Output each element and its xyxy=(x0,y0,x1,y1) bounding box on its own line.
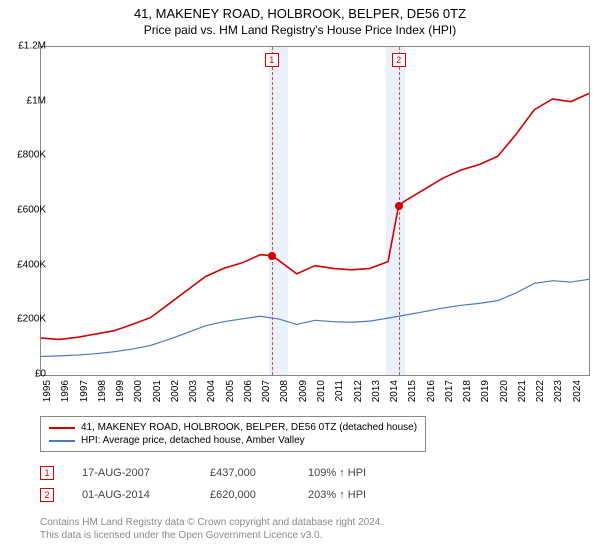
sales-table: 1 17-AUG-2007 £437,000 109% ↑ HPI 2 01-AUG-20… xyxy=(40,462,398,506)
sales-row: 1 17-AUG-2007 £437,000 109% ↑ HPI xyxy=(40,462,398,484)
x-axis-label: 2020 xyxy=(499,380,510,410)
x-axis-label: 2000 xyxy=(133,380,144,410)
page-subtitle: Price paid vs. HM Land Registry's House … xyxy=(0,21,600,37)
x-axis-label: 2002 xyxy=(170,380,181,410)
chart-plot-area: 12 xyxy=(40,46,590,376)
legend-label: HPI: Average price, detached house, Ambe… xyxy=(81,435,305,446)
x-axis-label: 2008 xyxy=(279,380,290,410)
x-axis-label: 2007 xyxy=(261,380,272,410)
x-axis-label: 2009 xyxy=(298,380,309,410)
x-axis-label: 2022 xyxy=(535,380,546,410)
legend-row: 41, MAKENEY ROAD, HOLBROOK, BELPER, DE56… xyxy=(49,421,417,434)
legend-swatch xyxy=(49,440,75,442)
x-axis-label: 1999 xyxy=(115,380,126,410)
footer-line-1: Contains HM Land Registry data © Crown c… xyxy=(40,516,383,529)
sales-row-marker: 2 xyxy=(40,488,54,502)
sales-row-date: 17-AUG-2007 xyxy=(82,467,182,479)
sale-dot xyxy=(395,202,403,210)
x-axis-label: 1996 xyxy=(60,380,71,410)
legend-label: 41, MAKENEY ROAD, HOLBROOK, BELPER, DE56… xyxy=(81,422,417,433)
x-axis-label: 2015 xyxy=(407,380,418,410)
x-axis-label: 2024 xyxy=(572,380,583,410)
footer-text: Contains HM Land Registry data © Crown c… xyxy=(40,516,383,542)
y-axis-label: £600K xyxy=(6,205,46,216)
x-axis-label: 2019 xyxy=(480,380,491,410)
sales-row-price: £620,000 xyxy=(210,489,280,501)
sale-marker-box: 1 xyxy=(265,53,279,67)
y-axis-label: £400K xyxy=(6,259,46,270)
y-axis-label: £1M xyxy=(6,95,46,106)
legend-swatch xyxy=(49,427,75,429)
x-axis-label: 1998 xyxy=(97,380,108,410)
page-title: 41, MAKENEY ROAD, HOLBROOK, BELPER, DE56… xyxy=(0,0,600,21)
x-axis-label: 2006 xyxy=(243,380,254,410)
x-axis-label: 2001 xyxy=(152,380,163,410)
sale-dot xyxy=(268,252,276,260)
chart-legend: 41, MAKENEY ROAD, HOLBROOK, BELPER, DE56… xyxy=(40,416,426,452)
x-axis-label: 2021 xyxy=(517,380,528,410)
marker-vline xyxy=(272,47,273,375)
sales-row: 2 01-AUG-2014 £620,000 203% ↑ HPI xyxy=(40,484,398,506)
sales-row-hpi: 109% ↑ HPI xyxy=(308,467,398,479)
x-axis-label: 1995 xyxy=(42,380,53,410)
sales-row-marker: 1 xyxy=(40,466,54,480)
series-property xyxy=(41,93,589,339)
series-hpi xyxy=(41,279,589,356)
x-axis-label: 2023 xyxy=(553,380,564,410)
y-axis-label: £200K xyxy=(6,314,46,325)
x-axis-label: 2011 xyxy=(334,380,345,410)
sales-row-date: 01-AUG-2014 xyxy=(82,489,182,501)
x-axis-label: 2010 xyxy=(316,380,327,410)
x-axis-label: 2018 xyxy=(462,380,473,410)
sale-marker-box: 2 xyxy=(392,53,406,67)
y-axis-label: £1.2M xyxy=(6,41,46,52)
x-axis-label: 1997 xyxy=(79,380,90,410)
x-axis-label: 2017 xyxy=(444,380,455,410)
marker-vline xyxy=(399,47,400,375)
chart-lines xyxy=(41,47,589,375)
y-axis-label: £0 xyxy=(6,369,46,380)
x-axis-label: 2016 xyxy=(426,380,437,410)
x-axis-label: 2004 xyxy=(206,380,217,410)
x-axis-label: 2003 xyxy=(188,380,199,410)
y-axis-label: £800K xyxy=(6,150,46,161)
sales-row-price: £437,000 xyxy=(210,467,280,479)
x-axis-label: 2012 xyxy=(353,380,364,410)
x-axis-label: 2014 xyxy=(389,380,400,410)
sales-row-hpi: 203% ↑ HPI xyxy=(308,489,398,501)
x-axis-label: 2005 xyxy=(225,380,236,410)
legend-row: HPI: Average price, detached house, Ambe… xyxy=(49,434,417,447)
footer-line-2: This data is licensed under the Open Gov… xyxy=(40,529,383,542)
x-axis-label: 2013 xyxy=(371,380,382,410)
chart-container: 41, MAKENEY ROAD, HOLBROOK, BELPER, DE56… xyxy=(0,0,600,560)
